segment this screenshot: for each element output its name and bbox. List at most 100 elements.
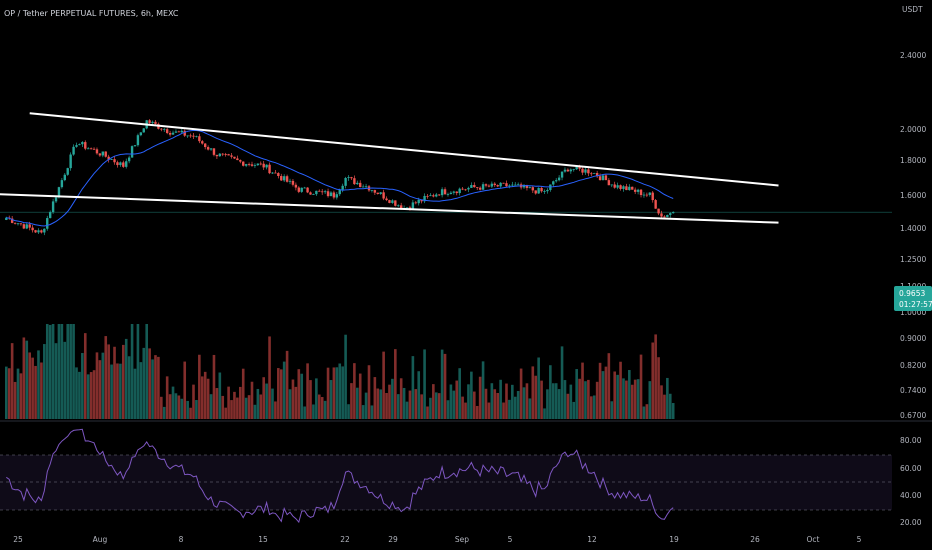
candle-body[interactable] xyxy=(435,194,438,197)
candle-body[interactable] xyxy=(230,155,233,157)
candle-body[interactable] xyxy=(584,169,587,173)
candle-body[interactable] xyxy=(43,228,46,233)
candle-body[interactable] xyxy=(186,135,189,137)
candle-body[interactable] xyxy=(361,186,365,188)
candle-body[interactable] xyxy=(663,216,666,218)
candle-body[interactable] xyxy=(511,184,514,186)
candle-body[interactable] xyxy=(657,208,660,214)
candle-body[interactable] xyxy=(370,190,374,191)
candle-body[interactable] xyxy=(639,189,643,196)
candle-body[interactable] xyxy=(373,190,377,193)
candle-body[interactable] xyxy=(78,144,81,146)
candle-body[interactable] xyxy=(432,195,435,197)
candle-body[interactable] xyxy=(666,214,669,218)
candle-body[interactable] xyxy=(48,212,52,219)
candle-body[interactable] xyxy=(242,161,245,166)
candle-body[interactable] xyxy=(72,146,75,155)
candle-body[interactable] xyxy=(192,135,195,137)
candle-body[interactable] xyxy=(628,186,631,191)
candle-body[interactable] xyxy=(405,207,409,209)
candle-body[interactable] xyxy=(598,176,602,181)
candle-body[interactable] xyxy=(537,187,540,194)
candle-body[interactable] xyxy=(127,157,131,162)
candle-body[interactable] xyxy=(133,145,137,147)
candle-body[interactable] xyxy=(470,185,473,188)
time-axis[interactable]: 25 Aug 8 15 22 29 Sep 5 12 19 26 Oct 5 xyxy=(13,535,861,544)
candle-body[interactable] xyxy=(151,121,154,123)
candle-body[interactable] xyxy=(581,168,584,173)
candle-body[interactable] xyxy=(315,190,318,195)
candle-body[interactable] xyxy=(323,191,327,193)
candle-body[interactable] xyxy=(107,156,110,160)
candle-body[interactable] xyxy=(198,136,201,142)
candle-body[interactable] xyxy=(224,154,227,155)
candle-body[interactable] xyxy=(274,172,277,174)
candle-body[interactable] xyxy=(236,158,239,161)
candle-body[interactable] xyxy=(84,142,87,149)
candle-body[interactable] xyxy=(414,202,417,204)
candle-body[interactable] xyxy=(490,183,494,187)
candle-body[interactable] xyxy=(385,198,388,201)
candle-body[interactable] xyxy=(622,186,625,189)
candle-body[interactable] xyxy=(376,192,379,194)
candle-body[interactable] xyxy=(75,145,78,147)
candle-body[interactable] xyxy=(633,189,637,192)
candle-body[interactable] xyxy=(139,132,143,136)
candle-body[interactable] xyxy=(309,192,312,195)
candle-body[interactable] xyxy=(411,202,415,209)
candle-body[interactable] xyxy=(546,189,549,192)
candle-body[interactable] xyxy=(417,199,420,204)
candle-body[interactable] xyxy=(321,191,324,193)
candle-body[interactable] xyxy=(590,173,593,175)
candle-body[interactable] xyxy=(487,185,491,187)
candle-body[interactable] xyxy=(654,200,657,209)
candle-body[interactable] xyxy=(154,121,157,124)
candle-body[interactable] xyxy=(484,184,488,186)
candle-body[interactable] xyxy=(119,162,122,166)
candle-body[interactable] xyxy=(575,166,578,170)
candle-body[interactable] xyxy=(651,192,654,201)
candle-body[interactable] xyxy=(563,169,567,172)
candles[interactable] xyxy=(5,119,675,236)
candle-body[interactable] xyxy=(195,136,198,138)
candle-body[interactable] xyxy=(227,154,230,156)
candle-body[interactable] xyxy=(461,188,464,190)
candle-body[interactable] xyxy=(318,190,321,192)
candle-body[interactable] xyxy=(160,128,163,130)
candle-body[interactable] xyxy=(282,176,286,181)
candle-body[interactable] xyxy=(359,182,362,188)
candle-body[interactable] xyxy=(382,192,385,199)
candle-body[interactable] xyxy=(560,171,564,178)
candle-body[interactable] xyxy=(364,186,368,188)
candle-body[interactable] xyxy=(204,143,207,148)
candle-body[interactable] xyxy=(610,184,613,186)
candle-body[interactable] xyxy=(233,156,236,159)
candle-body[interactable] xyxy=(294,184,298,188)
candle-body[interactable] xyxy=(262,163,265,168)
candle-body[interactable] xyxy=(572,169,575,171)
candle-body[interactable] xyxy=(426,195,429,197)
candle-body[interactable] xyxy=(189,135,192,137)
candle-body[interactable] xyxy=(271,172,274,174)
candle-body[interactable] xyxy=(291,180,295,185)
candle-body[interactable] xyxy=(256,163,260,166)
candle-body[interactable] xyxy=(452,191,456,193)
rsi-axis[interactable]: 80.00 60.00 40.00 20.00 xyxy=(900,436,922,527)
candle-body[interactable] xyxy=(341,185,344,190)
candle-body[interactable] xyxy=(660,213,663,217)
candle-body[interactable] xyxy=(244,164,248,166)
candle-body[interactable] xyxy=(25,224,28,229)
candle-body[interactable] xyxy=(601,175,605,181)
candle-body[interactable] xyxy=(297,187,300,192)
candle-body[interactable] xyxy=(478,187,482,190)
candle-body[interactable] xyxy=(595,173,599,177)
candle-body[interactable] xyxy=(642,194,646,196)
candle-body[interactable] xyxy=(350,177,353,179)
candle-body[interactable] xyxy=(555,180,558,182)
candle-body[interactable] xyxy=(22,224,26,229)
candle-body[interactable] xyxy=(631,186,634,190)
candle-body[interactable] xyxy=(136,135,140,146)
candle-body[interactable] xyxy=(247,164,251,165)
candle-body[interactable] xyxy=(212,148,216,155)
candle-body[interactable] xyxy=(329,192,333,197)
